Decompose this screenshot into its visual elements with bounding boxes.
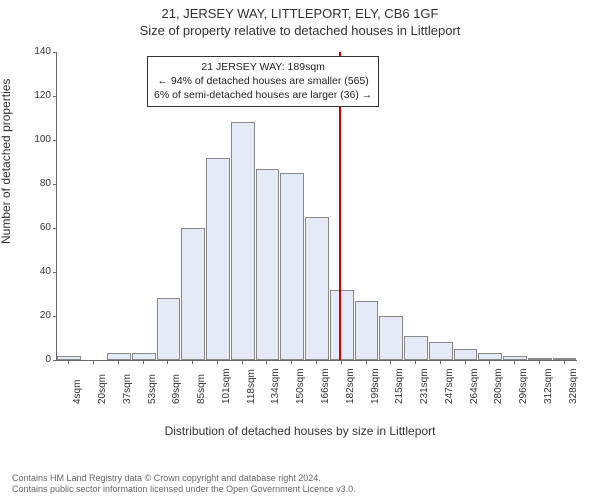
y-tick-label: 100 xyxy=(21,134,51,145)
plot-area: 21 JERSEY WAY: 189sqm ← 94% of detached … xyxy=(56,52,577,361)
bar xyxy=(330,290,354,360)
x-tick-mark xyxy=(341,360,342,364)
annotation-box: 21 JERSEY WAY: 189sqm ← 94% of detached … xyxy=(147,56,379,107)
bar xyxy=(305,217,329,360)
y-tick-label: 60 xyxy=(21,222,51,233)
chart-container: Number of detached properties 21 JERSEY … xyxy=(0,44,600,444)
y-tick-mark xyxy=(53,316,57,317)
y-tick-mark xyxy=(53,272,57,273)
bar xyxy=(181,228,205,360)
y-tick-mark xyxy=(53,360,57,361)
bar xyxy=(454,349,478,360)
x-tick-mark xyxy=(539,360,540,364)
x-tick-mark xyxy=(242,360,243,364)
x-tick-mark xyxy=(440,360,441,364)
bar xyxy=(157,298,181,360)
x-tick-mark xyxy=(366,360,367,364)
x-tick-label: 312sqm xyxy=(543,364,554,404)
x-tick-label: 85sqm xyxy=(196,364,207,404)
x-tick-label: 280sqm xyxy=(493,364,504,404)
bar xyxy=(206,158,230,360)
x-tick-mark xyxy=(489,360,490,364)
x-tick-label: 118sqm xyxy=(246,364,257,404)
annotation-line1: 21 JERSEY WAY: 189sqm xyxy=(154,60,372,74)
bar xyxy=(107,353,131,360)
x-tick-label: 231sqm xyxy=(419,364,430,404)
footer-line1: Contains HM Land Registry data © Crown c… xyxy=(12,473,356,485)
x-tick-label: 296sqm xyxy=(518,364,529,404)
bar xyxy=(231,122,255,360)
y-tick-mark xyxy=(53,184,57,185)
x-tick-label: 328sqm xyxy=(568,364,579,404)
x-tick-label: 53sqm xyxy=(147,364,158,404)
bar xyxy=(404,336,428,360)
x-tick-mark xyxy=(316,360,317,364)
x-tick-label: 247sqm xyxy=(444,364,455,404)
annotation-line3: 6% of semi-detached houses are larger (3… xyxy=(154,88,372,102)
x-tick-mark xyxy=(415,360,416,364)
y-tick-label: 120 xyxy=(21,90,51,101)
bar xyxy=(355,301,379,360)
x-tick-mark xyxy=(514,360,515,364)
x-tick-label: 150sqm xyxy=(295,364,306,404)
x-tick-label: 20sqm xyxy=(97,364,108,404)
bar xyxy=(429,342,453,360)
x-tick-mark xyxy=(167,360,168,364)
footer: Contains HM Land Registry data © Crown c… xyxy=(12,473,356,496)
x-tick-mark xyxy=(266,360,267,364)
y-tick-mark xyxy=(53,52,57,53)
x-tick-area: 4sqm 20sqm 37sqm 53sqm 69sqm 85sqm 101sqm 118sq… xyxy=(56,362,576,418)
x-tick-label: 4sqm xyxy=(72,364,83,404)
y-tick-label: 140 xyxy=(21,46,51,57)
bar xyxy=(132,353,156,360)
x-tick-label: 37sqm xyxy=(122,364,133,404)
x-tick-label: 166sqm xyxy=(320,364,331,404)
x-tick-mark xyxy=(93,360,94,364)
y-tick-label: 0 xyxy=(21,354,51,365)
x-tick-label: 134sqm xyxy=(270,364,281,404)
x-tick-mark xyxy=(217,360,218,364)
bar xyxy=(280,173,304,360)
x-tick-label: 182sqm xyxy=(345,364,356,404)
y-tick-mark xyxy=(53,228,57,229)
x-tick-label: 264sqm xyxy=(469,364,480,404)
y-tick-label: 40 xyxy=(21,266,51,277)
x-tick-mark xyxy=(68,360,69,364)
x-tick-mark xyxy=(390,360,391,364)
y-tick-mark xyxy=(53,96,57,97)
x-tick-label: 69sqm xyxy=(171,364,182,404)
x-tick-label: 199sqm xyxy=(370,364,381,404)
bar xyxy=(528,358,552,360)
bar xyxy=(256,169,280,360)
annotation-line2: ← 94% of detached houses are smaller (56… xyxy=(154,74,372,88)
x-tick-mark xyxy=(291,360,292,364)
x-tick-mark xyxy=(564,360,565,364)
page-title: 21, JERSEY WAY, LITTLEPORT, ELY, CB6 1GF xyxy=(0,0,600,21)
x-tick-label: 215sqm xyxy=(394,364,405,404)
bar xyxy=(478,353,502,360)
page-subtitle: Size of property relative to detached ho… xyxy=(0,21,600,38)
x-axis-label: Distribution of detached houses by size … xyxy=(0,424,600,438)
footer-line2: Contains public sector information licen… xyxy=(12,484,356,496)
x-tick-mark xyxy=(465,360,466,364)
x-tick-mark xyxy=(118,360,119,364)
y-tick-label: 20 xyxy=(21,310,51,321)
x-tick-label: 101sqm xyxy=(221,364,232,404)
y-tick-label: 80 xyxy=(21,178,51,189)
x-tick-mark xyxy=(143,360,144,364)
bar xyxy=(379,316,403,360)
y-axis-label: Number of detached properties xyxy=(0,79,13,244)
x-tick-mark xyxy=(192,360,193,364)
y-tick-mark xyxy=(53,140,57,141)
